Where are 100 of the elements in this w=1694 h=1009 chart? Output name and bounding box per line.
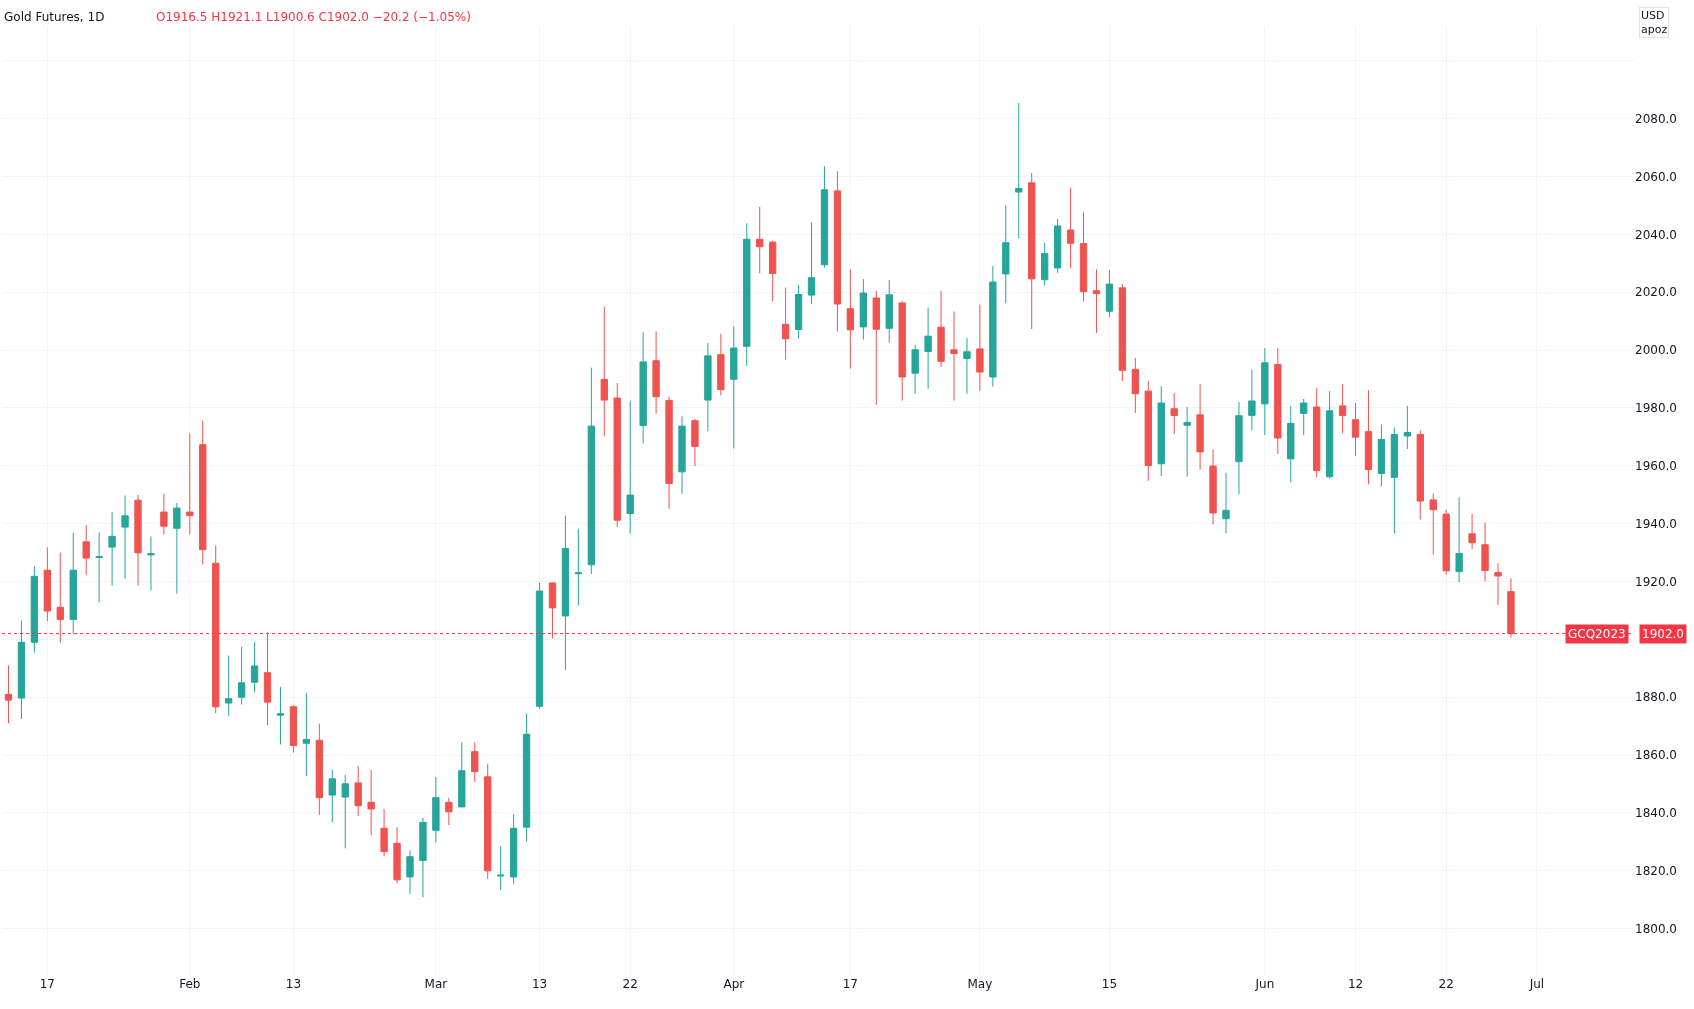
candlestick: [95, 532, 103, 603]
x-tick-label: 22: [622, 977, 638, 991]
candlestick: [4, 664, 13, 724]
candlestick: [1481, 521, 1489, 583]
candlestick: [1079, 211, 1088, 302]
y-tick-label: 2000.0: [1635, 343, 1677, 358]
candlestick: [484, 763, 492, 880]
candlestick: [471, 741, 479, 783]
candlestick: [250, 641, 259, 693]
candlestick: [1157, 385, 1165, 477]
candlestick: [30, 565, 39, 654]
candlestick: [1170, 392, 1178, 435]
candlestick: [199, 420, 207, 565]
candlestick: [989, 265, 997, 388]
candlestick: [354, 765, 362, 817]
candlestick: [1274, 347, 1282, 455]
candlestick: [652, 330, 660, 415]
candlestick: [1377, 424, 1386, 487]
candlestick: [717, 333, 725, 396]
y-tick-label: 1920.0: [1635, 574, 1677, 589]
candlestick: [1209, 448, 1217, 526]
candlestick: [665, 396, 673, 510]
candlestick: [522, 712, 531, 842]
candlestick: [678, 415, 686, 495]
candlestick: [768, 240, 777, 302]
y-tick-label: 1960.0: [1635, 458, 1677, 473]
candlestick: [367, 769, 375, 836]
candlestick: [186, 432, 194, 535]
candlestick: [1287, 405, 1295, 483]
candlestick: [445, 797, 453, 826]
chart-subtitle: O1916.5 H1921.1 L1900.6 C1902.0 −20.2 (−1.05%): [156, 10, 471, 24]
candlestick: [1364, 389, 1373, 485]
candlestick: [147, 535, 155, 591]
candlestick: [613, 382, 621, 528]
candlestick: [911, 344, 919, 395]
candlestick: [237, 646, 246, 705]
candlestick: [17, 620, 26, 720]
candlestick: [1416, 429, 1424, 521]
candlestick: [587, 367, 596, 575]
candlestick: [406, 849, 414, 895]
candlestick: [1468, 513, 1476, 550]
candlestick: [173, 502, 181, 595]
candlestick: [1455, 496, 1463, 583]
candlestick: [846, 268, 855, 370]
candlestick: [898, 300, 906, 402]
candlestick: [1144, 380, 1152, 482]
candlestick: [341, 774, 349, 849]
candlestick: [212, 545, 220, 714]
chart-title: Gold Futures, 1D: [4, 10, 105, 24]
candlestick: [458, 741, 466, 808]
y-tick-label: 1860.0: [1635, 748, 1677, 763]
x-tick-label: Jun: [1254, 977, 1275, 991]
candlestick: [1300, 398, 1308, 436]
candlestick: [1403, 405, 1412, 450]
x-tick-label: 22: [1438, 977, 1454, 991]
candlestick: [691, 418, 699, 467]
candlestick: [1338, 383, 1347, 434]
y-tick-label: 2040.0: [1635, 227, 1677, 242]
candlestick: [626, 400, 634, 534]
y-tick-label: 2020.0: [1635, 285, 1677, 300]
x-tick-label: Apr: [723, 977, 745, 991]
candlestick: [1196, 383, 1204, 471]
candlestick: [82, 524, 90, 576]
candlestick: [600, 306, 608, 437]
candlestick: [1002, 204, 1010, 304]
ref-line-label: 1902.0: [1642, 627, 1684, 641]
y-tick-label: 1940.0: [1635, 516, 1677, 531]
y-tick-label: 1980.0: [1635, 401, 1677, 416]
y-tick-label: 1800.0: [1635, 921, 1677, 936]
x-tick-label: Jul: [1528, 977, 1545, 991]
candlestick: [1312, 387, 1321, 478]
candlestick: [561, 515, 570, 671]
text: USD: [1641, 9, 1665, 22]
candlestick: [743, 222, 751, 367]
candlestick: [419, 817, 427, 898]
candlestick: [1040, 242, 1049, 287]
x-tick-label: 17: [842, 977, 859, 991]
candlestick: [1131, 357, 1140, 414]
x-tick-label: Feb: [179, 977, 201, 991]
y-tick-label: 2080.0: [1635, 111, 1677, 126]
candlestick: [121, 495, 129, 580]
candlestick: [289, 704, 298, 754]
candlestick: [730, 325, 738, 449]
candlestick: [108, 511, 116, 587]
candlestick: [1261, 347, 1269, 436]
candlestick: [1507, 577, 1515, 639]
candlestick: [134, 494, 142, 587]
candlestick: [924, 307, 932, 390]
candlestick: [535, 582, 544, 710]
candlestick: [69, 532, 77, 635]
candlestick: [794, 284, 803, 340]
candlestick: [872, 290, 880, 406]
candlestick: [1429, 493, 1437, 556]
candlestick: [833, 170, 842, 333]
candlestick: [56, 552, 64, 644]
x-tick-label: 13: [531, 977, 548, 991]
candlestick: [1066, 187, 1075, 269]
candlestick: [509, 813, 518, 885]
candlestick: [1105, 269, 1114, 318]
candlestick: [328, 769, 336, 824]
